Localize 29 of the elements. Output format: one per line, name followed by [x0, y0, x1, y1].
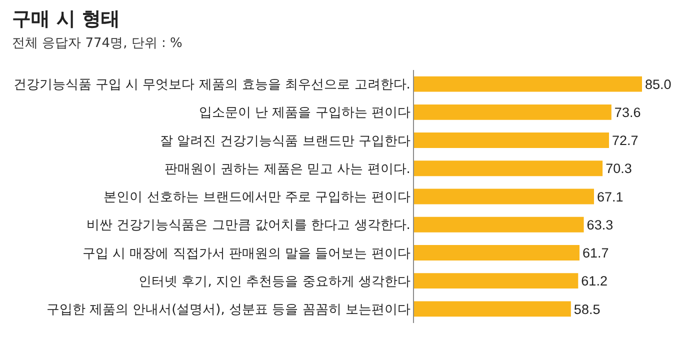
bar [414, 301, 571, 317]
y-tick-label: 입소문이 난 제품을 구입하는 편이다 [198, 106, 410, 121]
data-label: 70.3 [606, 161, 632, 176]
text: 전체 응답자 774명, 단위 : % [12, 35, 182, 52]
data-label: 63.3 [586, 217, 614, 232]
data-label: 61.2 [581, 274, 608, 289]
data-label: 58.5 [574, 302, 600, 317]
data-label: 73.6 [614, 105, 641, 120]
bar [414, 104, 612, 120]
bar [414, 188, 594, 204]
bar [414, 76, 642, 92]
y-tick-label: 판매원이 권하는 제품은 믿고 사는 편이다. [164, 162, 410, 177]
text: 구매 시 형태 [12, 7, 122, 32]
bar [414, 132, 610, 148]
y-tick-label: 잘 알려진 건강기능식품 브랜드만 구입한다 [160, 134, 410, 149]
y-tick-label: 비싼 건강기능식품은 그만큼 값어치를 한다고 생각한다. [86, 218, 410, 234]
bar [414, 216, 584, 232]
data-label: 67.1 [597, 189, 624, 204]
y-tick-label: 구입한 제품의 안내서(설명서), 성분표 등을 꼼꼼히 보는편이다 [46, 302, 410, 318]
bar [414, 160, 603, 176]
bar [414, 244, 580, 260]
y-tick-label: 구입 시 매장에 직접가서 판매원의 말을 들어보는 편이다 [82, 246, 410, 262]
data-label: 61.7 [582, 246, 609, 261]
data-label: 72.7 [612, 133, 638, 148]
y-tick-label: 건강기능식품 구입 시 무엇보다 제품의 효능을 최우선으로 고려한다. [13, 78, 410, 93]
bar [414, 273, 578, 289]
data-label: 85.0 [645, 76, 672, 92]
y-tick-label: 인터넷 후기, 지인 추천등을 중요하게 생각한다 [138, 274, 410, 290]
y-tick-label: 본인이 선호하는 브랜드에서만 주로 구입하는 편이다 [104, 190, 410, 206]
